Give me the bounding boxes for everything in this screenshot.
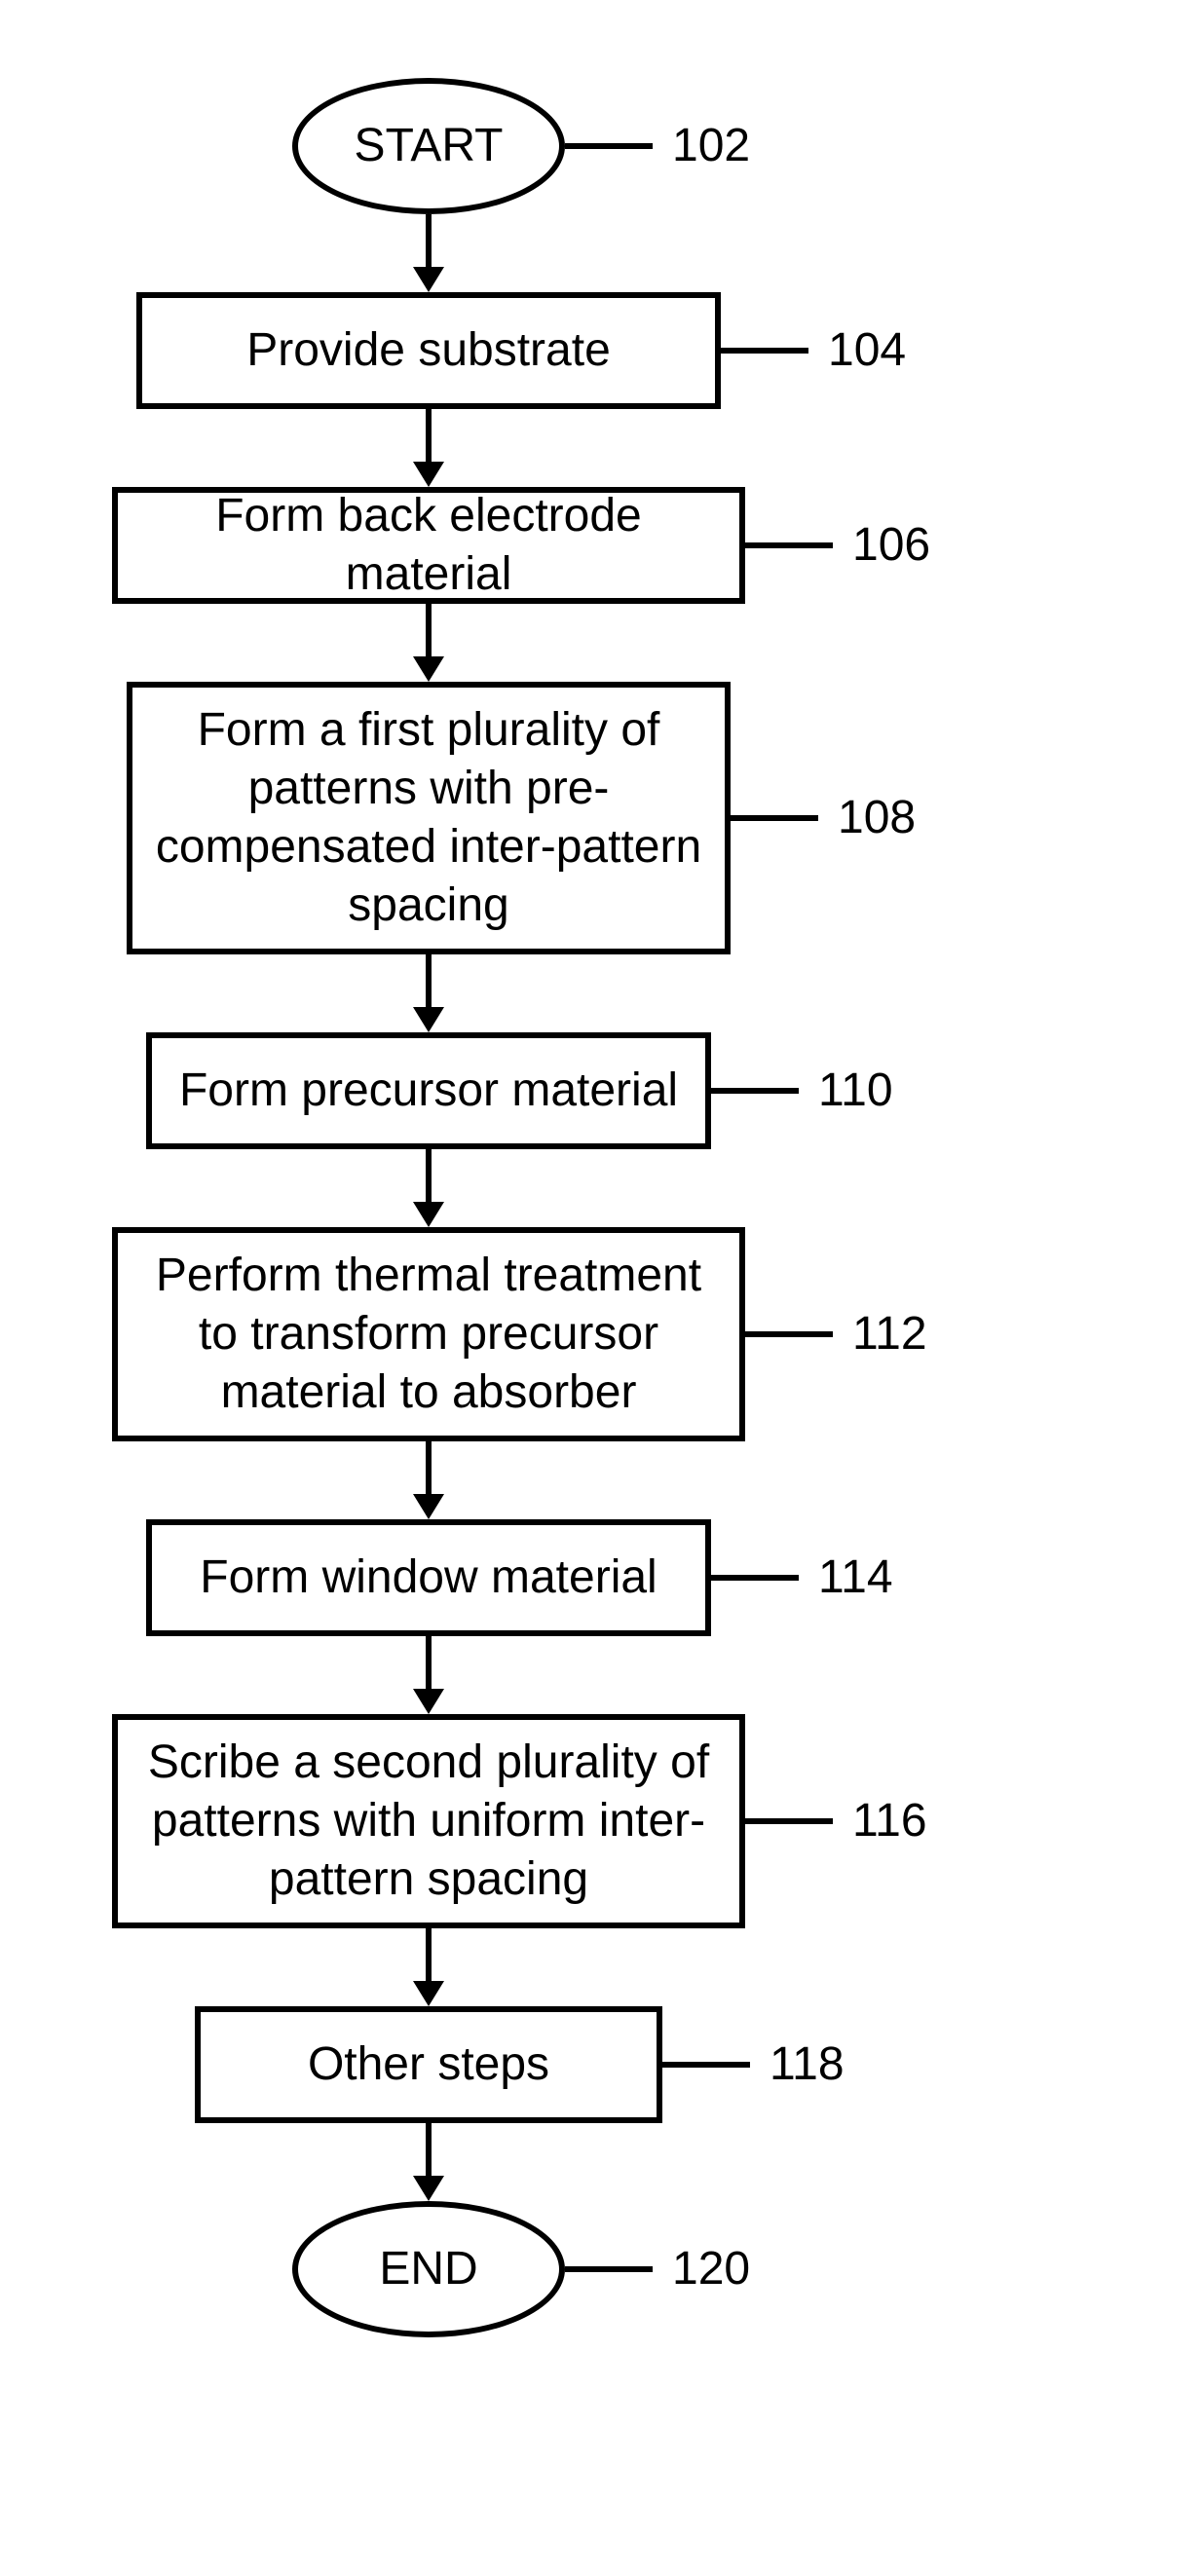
ref-connector <box>711 1088 799 1094</box>
flow-arrow-line <box>426 2123 432 2176</box>
flow-node-n118: Other steps <box>195 2006 662 2123</box>
flow-arrowhead-icon <box>413 1202 444 1227</box>
flow-arrowhead-icon <box>413 1494 444 1519</box>
ref-connector <box>565 143 653 149</box>
ref-label: 112 <box>852 1307 927 1361</box>
ref-connector <box>565 2266 653 2272</box>
ref-label: 120 <box>672 2242 750 2296</box>
flow-node-end: END <box>292 2201 565 2337</box>
flow-node-label: Provide substrate <box>246 321 611 380</box>
ref-connector <box>731 815 818 821</box>
flow-node-n104: Provide substrate <box>136 292 721 409</box>
flow-arrow-line <box>426 1636 432 1689</box>
flow-node-label: Perform thermal treatment to transform p… <box>137 1247 720 1422</box>
flow-node-label: Form back electrode material <box>137 487 720 604</box>
flow-node-n114: Form window material <box>146 1519 711 1636</box>
ref-connector <box>711 1575 799 1581</box>
flow-node-label: Form precursor material <box>179 1062 678 1120</box>
flow-arrowhead-icon <box>413 1689 444 1714</box>
flow-arrow-line <box>426 214 432 267</box>
ref-label: 108 <box>838 791 916 844</box>
flow-arrowhead-icon <box>413 462 444 487</box>
ref-label: 102 <box>672 119 750 172</box>
flowchart-canvas: START 102 Provide substrate 104 Form back el… <box>0 0 1202 2576</box>
ref-connector <box>745 542 833 548</box>
flow-node-label: Other steps <box>308 2035 549 2094</box>
flow-arrowhead-icon <box>413 656 444 682</box>
ref-connector <box>721 348 808 354</box>
flow-node-start: START <box>292 78 565 214</box>
flow-node-n116: Scribe a second plurality of patterns wi… <box>112 1714 745 1928</box>
flow-node-label: START <box>355 117 504 175</box>
ref-label: 104 <box>828 323 906 377</box>
flow-node-label: Scribe a second plurality of patterns wi… <box>137 1734 720 1909</box>
flow-arrowhead-icon <box>413 1007 444 1032</box>
flow-node-label: Form a first plurality of patterns with … <box>152 701 705 935</box>
flow-node-label: Form window material <box>200 1549 657 1607</box>
flow-arrow-line <box>426 604 432 656</box>
ref-label: 110 <box>818 1064 893 1117</box>
flow-arrowhead-icon <box>413 1981 444 2006</box>
ref-connector <box>745 1818 833 1824</box>
flow-node-n108: Form a first plurality of patterns with … <box>127 682 731 954</box>
flow-arrowhead-icon <box>413 267 444 292</box>
flow-node-n112: Perform thermal treatment to transform p… <box>112 1227 745 1441</box>
flow-arrow-line <box>426 1149 432 1202</box>
flow-node-n106: Form back electrode material <box>112 487 745 604</box>
ref-connector <box>745 1331 833 1337</box>
flow-node-label: END <box>379 2240 477 2298</box>
ref-connector <box>662 2062 750 2068</box>
flow-arrow-line <box>426 409 432 462</box>
flow-arrow-line <box>426 1928 432 1981</box>
ref-label: 118 <box>770 2037 845 2091</box>
ref-label: 116 <box>852 1794 927 1848</box>
flow-arrow-line <box>426 954 432 1007</box>
flow-arrow-line <box>426 1441 432 1494</box>
ref-label: 114 <box>818 1550 893 1604</box>
flow-node-n110: Form precursor material <box>146 1032 711 1149</box>
flow-arrowhead-icon <box>413 2176 444 2201</box>
ref-label: 106 <box>852 518 930 572</box>
